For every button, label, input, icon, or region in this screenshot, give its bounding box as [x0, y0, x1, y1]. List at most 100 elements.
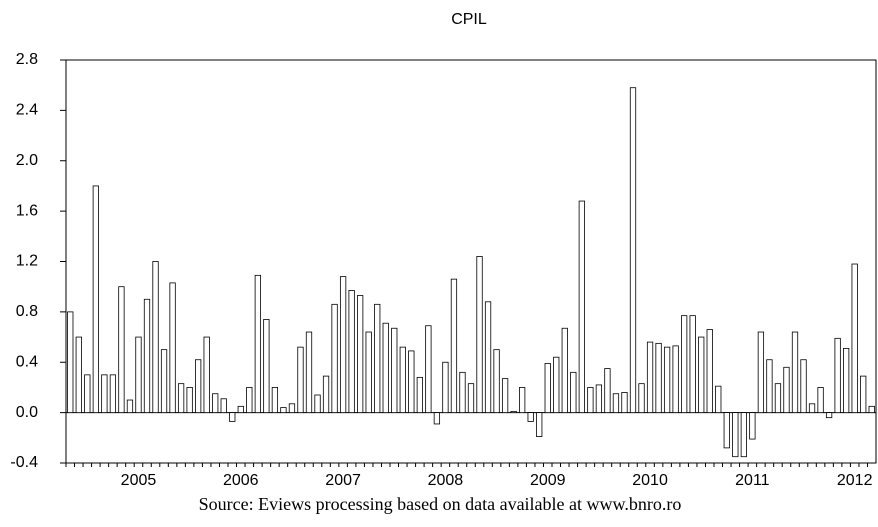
bar — [467, 383, 475, 414]
bar — [612, 393, 620, 414]
bar — [237, 405, 244, 414]
bar — [220, 398, 227, 414]
bar — [84, 374, 91, 414]
bar — [203, 336, 210, 414]
bar — [143, 298, 151, 414]
bar — [510, 410, 517, 414]
bar — [783, 366, 790, 414]
bar — [92, 185, 99, 414]
bar — [646, 341, 654, 414]
bar — [587, 387, 594, 414]
bar — [544, 363, 551, 414]
bar — [348, 290, 355, 414]
bar — [749, 412, 756, 440]
bar — [263, 319, 270, 414]
bar — [135, 336, 142, 414]
y-tick-label: 1.6 — [16, 202, 38, 219]
y-tick-label: 2.8 — [16, 51, 38, 68]
x-tick-label: 2006 — [223, 472, 259, 489]
bar — [536, 412, 543, 437]
bar — [570, 371, 577, 414]
y-tick-label: -0.4 — [10, 454, 38, 471]
bar — [229, 412, 236, 422]
bar — [629, 87, 637, 414]
bar — [527, 412, 534, 422]
bar — [391, 327, 398, 414]
bar — [339, 276, 347, 414]
bar — [808, 403, 816, 414]
bar — [416, 376, 423, 414]
bar — [817, 387, 824, 414]
bar — [75, 336, 82, 414]
bar — [493, 349, 500, 414]
bar — [374, 303, 381, 414]
y-tick-label: 2.0 — [16, 152, 38, 169]
x-tick-label: 2008 — [428, 472, 464, 489]
bar — [868, 405, 875, 414]
y-tick-label: 0.0 — [16, 404, 38, 421]
bar — [519, 387, 526, 414]
bar — [169, 282, 176, 414]
bar — [484, 301, 492, 414]
bar — [382, 322, 389, 414]
y-tick-label: 2.4 — [16, 102, 38, 119]
bar — [271, 387, 279, 414]
bar — [663, 346, 671, 414]
bar — [109, 374, 117, 414]
x-tick-label: 2007 — [325, 472, 361, 489]
bar — [501, 378, 509, 414]
bar — [177, 383, 185, 414]
bar — [476, 256, 483, 414]
bar — [254, 274, 261, 414]
bar — [774, 383, 782, 414]
y-tick-label: 0.8 — [16, 303, 38, 320]
bar — [408, 350, 415, 414]
bar — [638, 383, 645, 414]
bar — [860, 375, 867, 414]
bar — [851, 263, 858, 414]
bar — [101, 374, 108, 414]
bar — [689, 315, 696, 414]
bar — [698, 336, 705, 414]
bar — [459, 371, 466, 414]
bar — [212, 393, 219, 414]
x-tick-label: 2012 — [837, 472, 873, 489]
bar — [297, 346, 304, 414]
bar — [757, 331, 765, 414]
bar — [740, 412, 747, 458]
bar — [399, 346, 406, 414]
bar — [160, 349, 168, 414]
bar — [246, 387, 253, 414]
bar — [715, 385, 722, 414]
bar — [322, 375, 330, 414]
y-tick-label: 1.2 — [16, 253, 38, 270]
bar — [681, 315, 688, 414]
bar — [280, 407, 287, 414]
bar — [595, 384, 603, 414]
chart-title: CPIL — [451, 11, 487, 28]
bar — [195, 359, 202, 414]
bar — [186, 387, 193, 414]
source-note: Source: Eviews processing based on data … — [199, 494, 682, 514]
bar — [126, 399, 134, 414]
bar — [672, 345, 679, 414]
bar — [433, 412, 441, 425]
bar — [357, 295, 364, 414]
bar — [791, 331, 799, 414]
bar — [621, 392, 628, 414]
bar — [67, 311, 74, 414]
bar — [732, 412, 739, 458]
bar — [450, 278, 458, 414]
bar — [723, 412, 730, 449]
x-tick-label: 2010 — [632, 472, 668, 489]
bar — [331, 303, 338, 414]
bar — [578, 200, 585, 414]
bar — [152, 261, 159, 414]
bar — [655, 342, 662, 414]
bar — [800, 359, 807, 414]
bar — [561, 327, 568, 414]
x-tick-label: 2009 — [530, 472, 566, 489]
bar — [766, 359, 773, 414]
x-tick-label: 2005 — [121, 472, 157, 489]
bar — [118, 286, 125, 414]
